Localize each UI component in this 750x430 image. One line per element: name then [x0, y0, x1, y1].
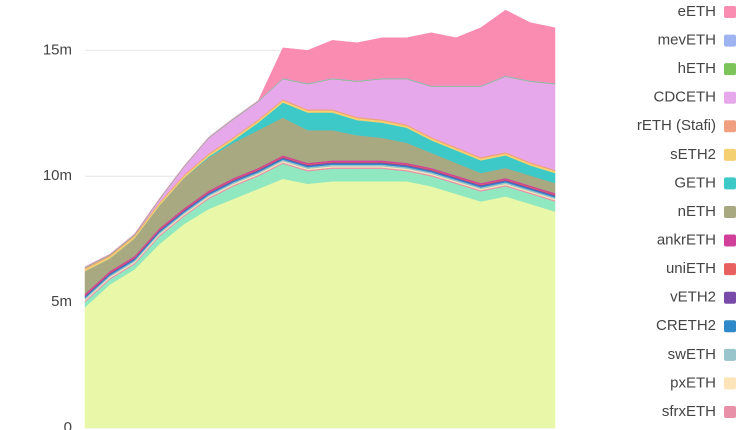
- legend-swatch: [724, 205, 736, 218]
- legend-label: CRETH2: [656, 317, 716, 334]
- legend-swatch: [724, 291, 736, 304]
- y-tick-label: 15m: [43, 41, 72, 58]
- legend-label: swETH: [668, 346, 716, 363]
- legend-swatch: [724, 148, 736, 161]
- y-tick-label: 0: [64, 419, 72, 430]
- legend-swatch: [724, 120, 736, 133]
- legend-label: nETH: [678, 203, 716, 220]
- legend-label: eETH: [678, 3, 716, 20]
- legend-swatch: [724, 377, 736, 390]
- legend-label: CDCETH: [654, 89, 717, 106]
- y-tick-label: 10m: [43, 167, 72, 184]
- legend-swatch: [724, 234, 736, 247]
- y-tick-label: 5m: [51, 293, 72, 310]
- legend-label: hETH: [678, 60, 716, 77]
- legend-swatch: [724, 6, 736, 18]
- legend-swatch: [724, 34, 736, 47]
- legend-label: uniETH: [666, 260, 716, 277]
- legend-label: mevETH: [658, 32, 716, 49]
- areas: [84, 9, 556, 429]
- legend-label: sETH2: [670, 146, 716, 163]
- legend-swatch: [724, 320, 736, 333]
- legend-swatch: [724, 63, 736, 76]
- legend-label: vETH2: [670, 289, 716, 306]
- legend-label: ankrETH: [657, 232, 716, 249]
- legend-label: pxETH: [670, 374, 716, 391]
- legend-label: rETH (Stafi): [637, 117, 716, 134]
- legend-swatch: [724, 177, 736, 190]
- legend-label: GETH: [674, 174, 716, 191]
- area: [84, 9, 556, 268]
- legend-swatch: [724, 405, 736, 418]
- legend-swatch: [724, 348, 736, 361]
- legend-label: sfrxETH: [662, 403, 716, 420]
- legend-swatch: [724, 263, 736, 276]
- legend-swatch: [724, 91, 736, 104]
